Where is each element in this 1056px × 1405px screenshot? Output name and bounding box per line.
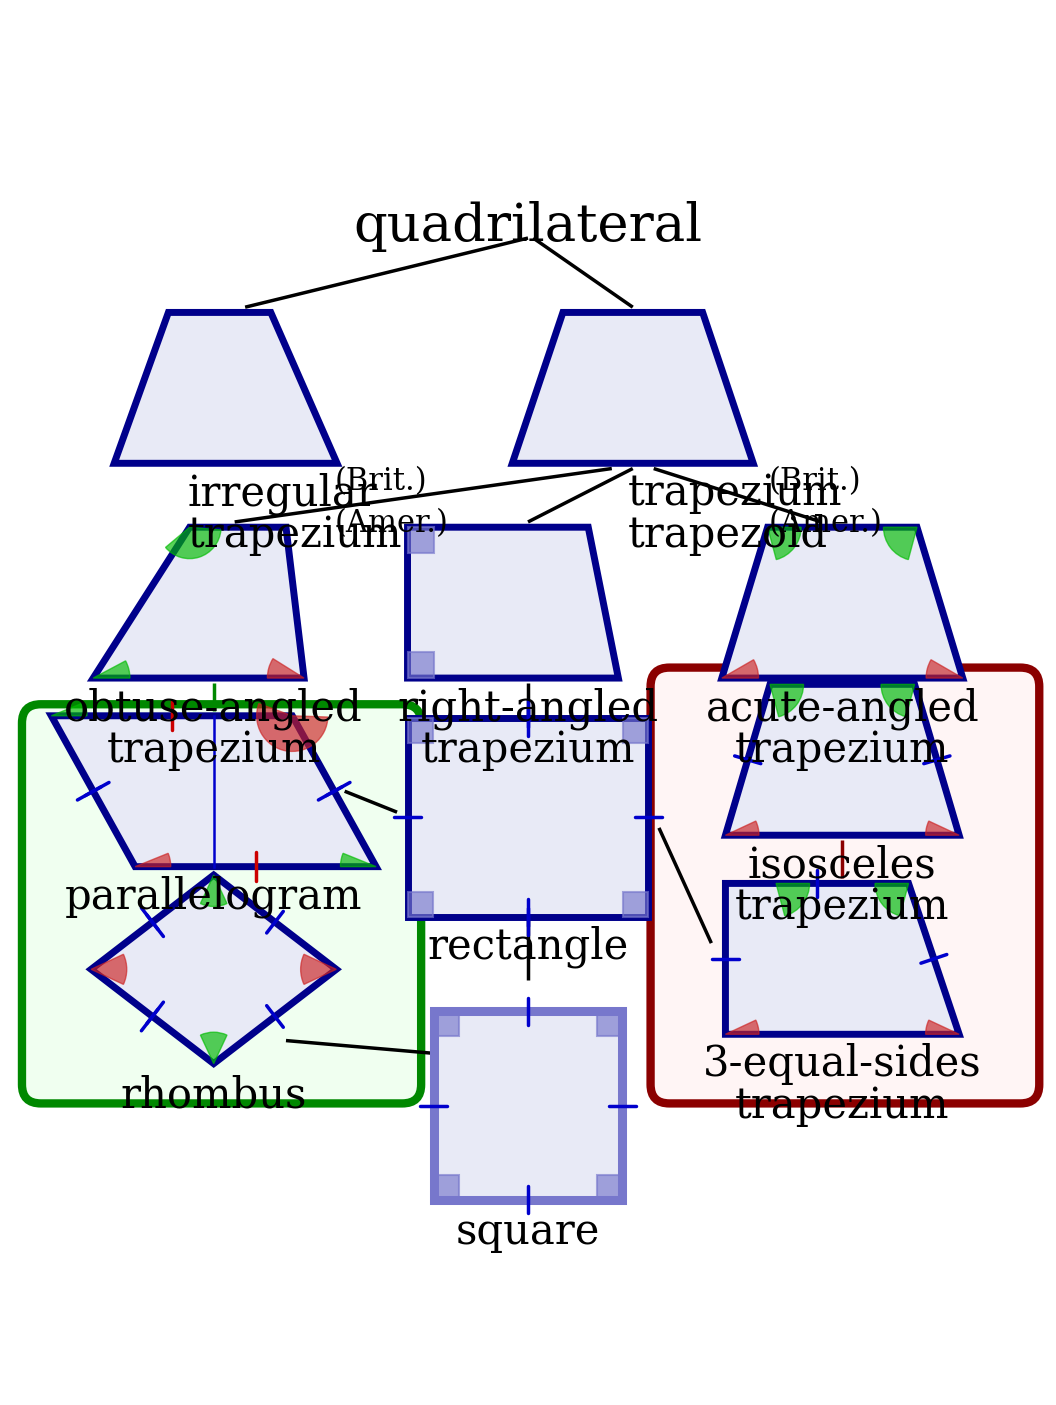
FancyBboxPatch shape	[650, 667, 1039, 1103]
Wedge shape	[768, 528, 802, 561]
Polygon shape	[597, 1012, 622, 1037]
Text: trapezium: trapezium	[735, 729, 949, 771]
Polygon shape	[114, 313, 337, 464]
Polygon shape	[512, 313, 753, 464]
Polygon shape	[408, 892, 433, 917]
Text: trapezium: trapezium	[107, 729, 321, 771]
Wedge shape	[201, 875, 227, 906]
Polygon shape	[434, 1012, 622, 1200]
Wedge shape	[875, 884, 908, 916]
Text: (Brit.): (Brit.)	[769, 466, 862, 497]
Text: 3-equal-sides: 3-equal-sides	[703, 1043, 982, 1085]
Wedge shape	[725, 822, 759, 836]
Text: rhombus: rhombus	[120, 1075, 307, 1116]
Wedge shape	[776, 884, 810, 916]
Polygon shape	[623, 892, 648, 917]
Wedge shape	[725, 1020, 759, 1034]
Wedge shape	[770, 684, 804, 717]
Wedge shape	[135, 854, 171, 867]
Polygon shape	[722, 528, 963, 679]
Polygon shape	[434, 1175, 459, 1200]
Text: right-angled: right-angled	[397, 687, 659, 729]
Wedge shape	[884, 528, 917, 561]
Wedge shape	[926, 1020, 959, 1034]
Text: trapezium: trapezium	[420, 729, 636, 771]
Polygon shape	[623, 718, 648, 743]
Polygon shape	[408, 718, 433, 743]
Text: trapezium: trapezium	[188, 514, 402, 556]
Wedge shape	[257, 704, 327, 752]
FancyBboxPatch shape	[22, 704, 421, 1103]
Text: (Amer.): (Amer.)	[769, 507, 883, 538]
Wedge shape	[340, 854, 376, 867]
Text: trapezium: trapezium	[735, 1085, 949, 1127]
Wedge shape	[926, 660, 963, 679]
Wedge shape	[722, 660, 758, 679]
Text: obtuse-angled: obtuse-angled	[64, 687, 363, 729]
Text: trapezium: trapezium	[735, 885, 949, 927]
Text: irregular: irregular	[188, 472, 377, 514]
Text: rectangle: rectangle	[428, 926, 628, 968]
Wedge shape	[93, 662, 130, 679]
Polygon shape	[597, 1175, 622, 1200]
Wedge shape	[52, 702, 87, 717]
Polygon shape	[725, 884, 959, 1034]
Text: (Brit.): (Brit.)	[334, 466, 427, 497]
Text: quadrilateral: quadrilateral	[354, 201, 702, 251]
Wedge shape	[301, 954, 336, 985]
Polygon shape	[408, 718, 648, 917]
Polygon shape	[434, 1012, 459, 1037]
Polygon shape	[725, 684, 959, 836]
Wedge shape	[267, 659, 304, 679]
Polygon shape	[408, 528, 434, 554]
Text: acute-angled: acute-angled	[705, 687, 979, 729]
Polygon shape	[408, 652, 434, 679]
Polygon shape	[52, 717, 376, 867]
Polygon shape	[91, 875, 336, 1064]
Wedge shape	[926, 822, 959, 836]
Wedge shape	[201, 1033, 227, 1064]
Polygon shape	[408, 528, 619, 679]
Wedge shape	[881, 684, 914, 717]
Text: (Amer.): (Amer.)	[334, 507, 448, 538]
Text: parallelogram: parallelogram	[65, 875, 362, 917]
Wedge shape	[166, 528, 221, 559]
Text: square: square	[456, 1210, 600, 1252]
Text: trapezoid: trapezoid	[627, 514, 828, 556]
Wedge shape	[91, 954, 127, 985]
Text: trapezium: trapezium	[627, 472, 842, 514]
Text: isosceles: isosceles	[748, 844, 937, 885]
Polygon shape	[93, 528, 304, 679]
